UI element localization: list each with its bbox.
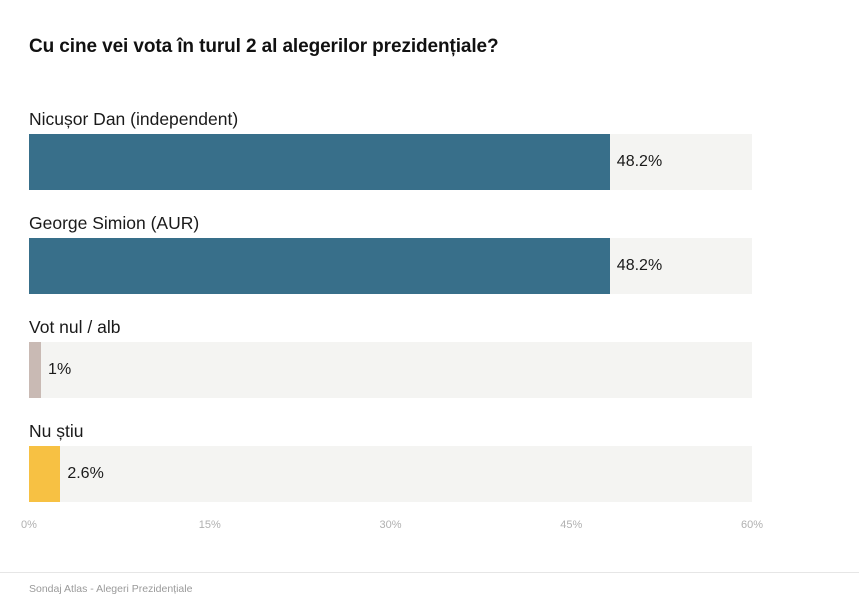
bar-track [29,342,752,398]
bar-track [29,238,752,294]
category-label: George Simion (AUR) [29,213,200,233]
bar [29,446,61,502]
x-tick-label: 60% [740,519,764,531]
x-tick-label: 45% [560,519,583,531]
bar-value-label: 48.2% [616,153,663,170]
bar [29,134,610,190]
category-label: Nu știu [29,421,84,441]
category-label: Nicușor Dan (independent) [29,109,239,129]
x-tick-label: 30% [379,519,402,531]
bar-track [29,446,752,502]
bar-value-label: 1% [48,361,72,378]
category-label: Vot nul / alb [29,317,121,337]
x-tick-label: 15% [198,519,221,531]
footer-divider [0,572,859,573]
bar-track [29,134,752,190]
bar-value-label: 48.2% [616,257,663,274]
source-note: Sondaj Atlas - Alegeri Prezidențiale [29,583,193,595]
chart-title: Cu cine vei vota în turul 2 al alegerilo… [29,36,499,57]
bar [29,238,610,294]
bar [29,342,42,398]
x-tick-label: 0% [21,519,37,531]
bar-value-label: 2.6% [67,465,104,482]
